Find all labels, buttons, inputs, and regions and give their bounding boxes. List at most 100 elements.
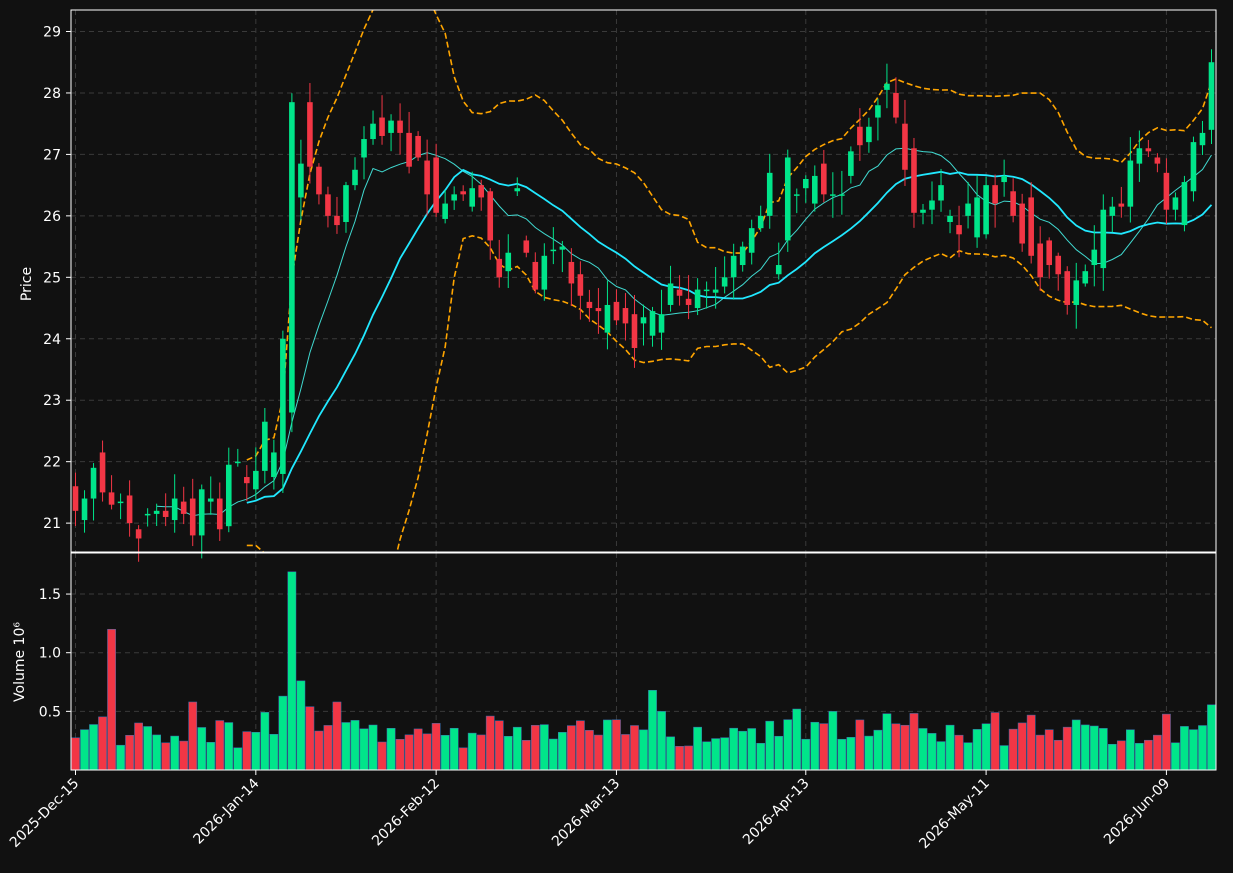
candle (658, 289, 665, 350)
volume-bar (783, 719, 793, 771)
candle (676, 275, 683, 306)
candle-body (667, 283, 674, 305)
volume-axis-label: Volume 10⁶ (12, 622, 28, 702)
candle-body (1073, 280, 1080, 305)
candle (1073, 262, 1080, 329)
candle-body (298, 163, 304, 198)
volume-bar (161, 742, 171, 771)
candle (748, 219, 755, 265)
volume-bar (603, 719, 612, 771)
volume-bar (747, 728, 757, 771)
price-tick-label: 21 (43, 516, 61, 532)
candle-body (1001, 175, 1007, 183)
candle-body (586, 301, 593, 309)
volume-bar (927, 733, 937, 771)
candle-body (1091, 249, 1098, 266)
volume-bar (1017, 722, 1027, 771)
candle (802, 175, 809, 203)
candle-body (947, 215, 953, 223)
candle (424, 139, 430, 216)
volume-bar (720, 737, 729, 771)
candle-body (1208, 62, 1215, 130)
volume-bar (846, 737, 856, 771)
candle (352, 157, 358, 191)
volume-bar (729, 727, 739, 771)
candle (766, 153, 773, 229)
candle (189, 478, 196, 547)
candle-body (748, 228, 755, 253)
volume-bar (954, 734, 964, 771)
volume-bar (567, 725, 576, 771)
candle-body (325, 194, 331, 216)
candle-body (875, 105, 881, 118)
volume-bar (1044, 729, 1054, 771)
candle-body (1037, 243, 1043, 278)
candle (604, 280, 611, 350)
candle-body (90, 467, 97, 499)
candle (866, 117, 872, 153)
candle-body (577, 274, 584, 296)
volume-bar (864, 735, 874, 771)
volume-bar (323, 725, 333, 771)
volume-bar (269, 733, 279, 771)
volume-bar (792, 708, 802, 771)
candle-body (893, 92, 899, 118)
candle-body (370, 123, 376, 140)
volume-panel-frame (70, 552, 1217, 771)
candle-body (415, 135, 421, 158)
candle (541, 243, 548, 301)
candle-body (135, 529, 142, 539)
volume-bar (368, 724, 378, 771)
volume-bar (314, 730, 324, 771)
candle (81, 490, 88, 533)
candle (298, 139, 304, 221)
candle-body (1181, 182, 1188, 226)
price-tick-label: 22 (43, 455, 61, 471)
volume-bar (467, 732, 477, 771)
volume-bar (233, 747, 243, 771)
volume-bars (71, 571, 1216, 771)
candle (1181, 175, 1188, 232)
candle (775, 242, 782, 280)
candle-body (1199, 132, 1206, 146)
candle-body (514, 188, 521, 192)
fast-ma-line (156, 147, 1212, 517)
volume-bar (630, 725, 639, 771)
volume-bar (197, 727, 207, 771)
candle-body (460, 191, 466, 195)
lower-band-line (246, 234, 1213, 552)
candle-body (108, 492, 115, 505)
candle-body (793, 194, 800, 196)
volume-bar (287, 571, 297, 771)
candle (1199, 120, 1206, 155)
candle (821, 149, 827, 203)
upper-band-line (246, 10, 1213, 461)
volume-bar (224, 722, 234, 771)
candle-body (802, 178, 809, 189)
volume-bar (278, 695, 288, 771)
candle-body (352, 169, 358, 186)
volume-bar (1171, 742, 1180, 771)
volume-bar (206, 742, 216, 771)
candle-body (1064, 271, 1071, 305)
candle-body (712, 289, 719, 293)
candle-body (757, 215, 764, 229)
candle (1019, 193, 1025, 252)
candle (126, 480, 133, 537)
candle (875, 98, 881, 141)
candle-body (541, 255, 548, 290)
bollinger-bands (246, 10, 1213, 552)
volume-tick-label: 1.0 (39, 646, 61, 662)
candle-body (812, 175, 818, 204)
candle-body (721, 277, 728, 287)
candle (180, 486, 187, 525)
volume-bar (1116, 740, 1126, 771)
price-tick-label: 25 (43, 270, 61, 286)
candle-body (216, 498, 223, 530)
candle (730, 243, 737, 300)
candle (1001, 159, 1007, 197)
volume-bar (900, 724, 910, 771)
candle-body (839, 194, 845, 196)
volume-bar (494, 720, 504, 771)
